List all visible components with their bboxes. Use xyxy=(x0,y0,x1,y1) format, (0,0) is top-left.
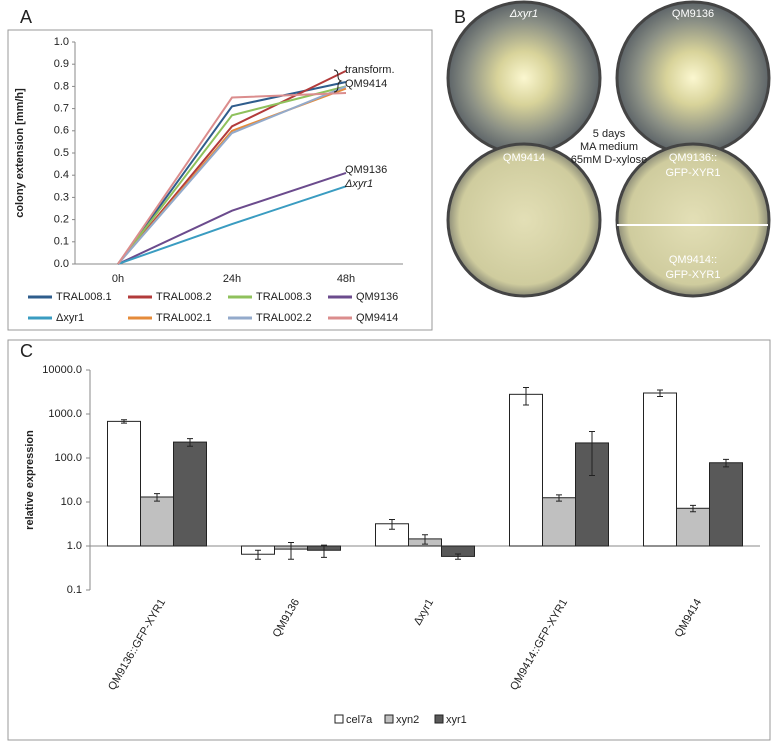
error-bar xyxy=(422,534,428,545)
y-tick-label: 1000.0 xyxy=(48,408,82,420)
y-axis-label: relative expression xyxy=(24,430,36,530)
plate-label: QM9136:: xyxy=(669,152,717,164)
x-tick-label: QM9136 xyxy=(271,597,302,640)
panel-a-frame xyxy=(7,29,433,331)
legend-label: cel7a xyxy=(346,714,373,726)
y-tick-label: 1.0 xyxy=(67,540,82,552)
x-tick-label: Δxyr1 xyxy=(412,597,436,627)
annotation: QM9136 xyxy=(345,164,387,176)
center-text: MA medium xyxy=(580,141,638,153)
line xyxy=(117,172,347,265)
y-tick-label: 0.2 xyxy=(54,214,69,226)
x-tick-label: QM9136::GFP-XYR1 xyxy=(106,597,168,692)
error-bar xyxy=(288,542,294,560)
line xyxy=(117,80,347,265)
plate xyxy=(615,142,771,298)
error-bar xyxy=(455,553,461,560)
y-tick-label: 0.7 xyxy=(54,103,69,115)
legend-swatch xyxy=(334,714,344,724)
x-tick-label: 0h xyxy=(112,273,124,285)
error-bar xyxy=(187,438,193,447)
y-tick-label: 0.3 xyxy=(54,191,69,203)
panel-b: B Δxyr1 QM9136 QM9414 QM9136:: GFP-XYR1 … xyxy=(440,0,778,298)
center-text: 65mM D-xylose xyxy=(571,154,647,166)
line xyxy=(117,85,347,265)
plate xyxy=(446,0,602,156)
legend-label: xyn2 xyxy=(396,714,419,726)
y-tick-label: 0.4 xyxy=(54,169,69,181)
panel-letter: A xyxy=(20,7,32,27)
line xyxy=(117,92,347,265)
y-tick-label: 10.0 xyxy=(61,496,82,508)
bar xyxy=(709,462,743,547)
y-axis-label: colony extension [mm/h] xyxy=(14,88,26,218)
legend-swatch xyxy=(384,714,394,724)
y-tick-label: 0.1 xyxy=(67,584,82,596)
annotation: QM9414 xyxy=(345,78,387,90)
bar xyxy=(509,393,543,547)
y-tick-label: 10000.0 xyxy=(42,364,82,376)
error-bar xyxy=(657,389,663,397)
bar xyxy=(107,420,141,547)
bar xyxy=(542,497,576,547)
error-bar xyxy=(589,431,595,477)
error-bar xyxy=(321,544,327,558)
legend-label: TRAL008.2 xyxy=(156,291,212,303)
annotation: Δxyr1 xyxy=(344,178,373,190)
line xyxy=(117,185,347,265)
panel-letter: B xyxy=(454,7,466,27)
center-text: 5 days xyxy=(593,128,626,140)
panel-letter: C xyxy=(20,341,33,361)
legend-label: QM9136 xyxy=(356,291,398,303)
annotation: transform. xyxy=(345,64,395,76)
error-bar xyxy=(723,458,729,468)
plate-label: GFP-XYR1 xyxy=(665,269,720,281)
error-bar xyxy=(255,549,261,560)
error-bar xyxy=(690,504,696,513)
error-bar xyxy=(121,419,127,424)
legend-label: xyr1 xyxy=(446,714,467,726)
line xyxy=(117,85,347,265)
x-tick-label: 24h xyxy=(223,273,241,285)
plate-label: Δxyr1 xyxy=(509,8,538,20)
panel-c-frame xyxy=(7,339,771,741)
legend-label: QM9414 xyxy=(356,312,398,324)
error-bar xyxy=(523,387,529,406)
bar xyxy=(173,441,207,547)
y-tick-label: 1.0 xyxy=(54,36,69,48)
y-tick-label: 100.0 xyxy=(54,452,82,464)
plate-label: QM9414:: xyxy=(669,254,717,266)
plate xyxy=(615,0,771,156)
error-bar xyxy=(389,519,395,530)
bar xyxy=(676,507,710,547)
bar xyxy=(643,392,677,547)
bar xyxy=(140,496,174,547)
y-tick-label: 0.6 xyxy=(54,125,69,137)
legend-swatch xyxy=(434,714,444,724)
legend-label: TRAL008.3 xyxy=(256,291,312,303)
y-tick-label: 0.5 xyxy=(54,147,69,159)
error-bar xyxy=(154,493,160,502)
x-tick-label: QM9414::GFP-XYR1 xyxy=(508,597,570,692)
y-tick-label: 0.0 xyxy=(54,258,69,270)
y-tick-label: 0.8 xyxy=(54,80,69,92)
legend-label: TRAL008.1 xyxy=(56,291,112,303)
legend-label: TRAL002.2 xyxy=(256,312,312,324)
plate xyxy=(446,142,602,298)
legend-label: Δxyr1 xyxy=(56,312,84,324)
plate-label: QM9414 xyxy=(503,152,545,164)
plate-label: GFP-XYR1 xyxy=(665,167,720,179)
x-tick-label: QM9414 xyxy=(673,597,704,640)
error-bar xyxy=(556,494,562,502)
bracket xyxy=(333,69,343,93)
legend-label: TRAL002.1 xyxy=(156,312,212,324)
x-tick-label: 48h xyxy=(337,273,355,285)
plate-label: QM9136 xyxy=(672,8,714,20)
y-tick-label: 0.1 xyxy=(54,236,69,248)
y-tick-label: 0.9 xyxy=(54,58,69,70)
